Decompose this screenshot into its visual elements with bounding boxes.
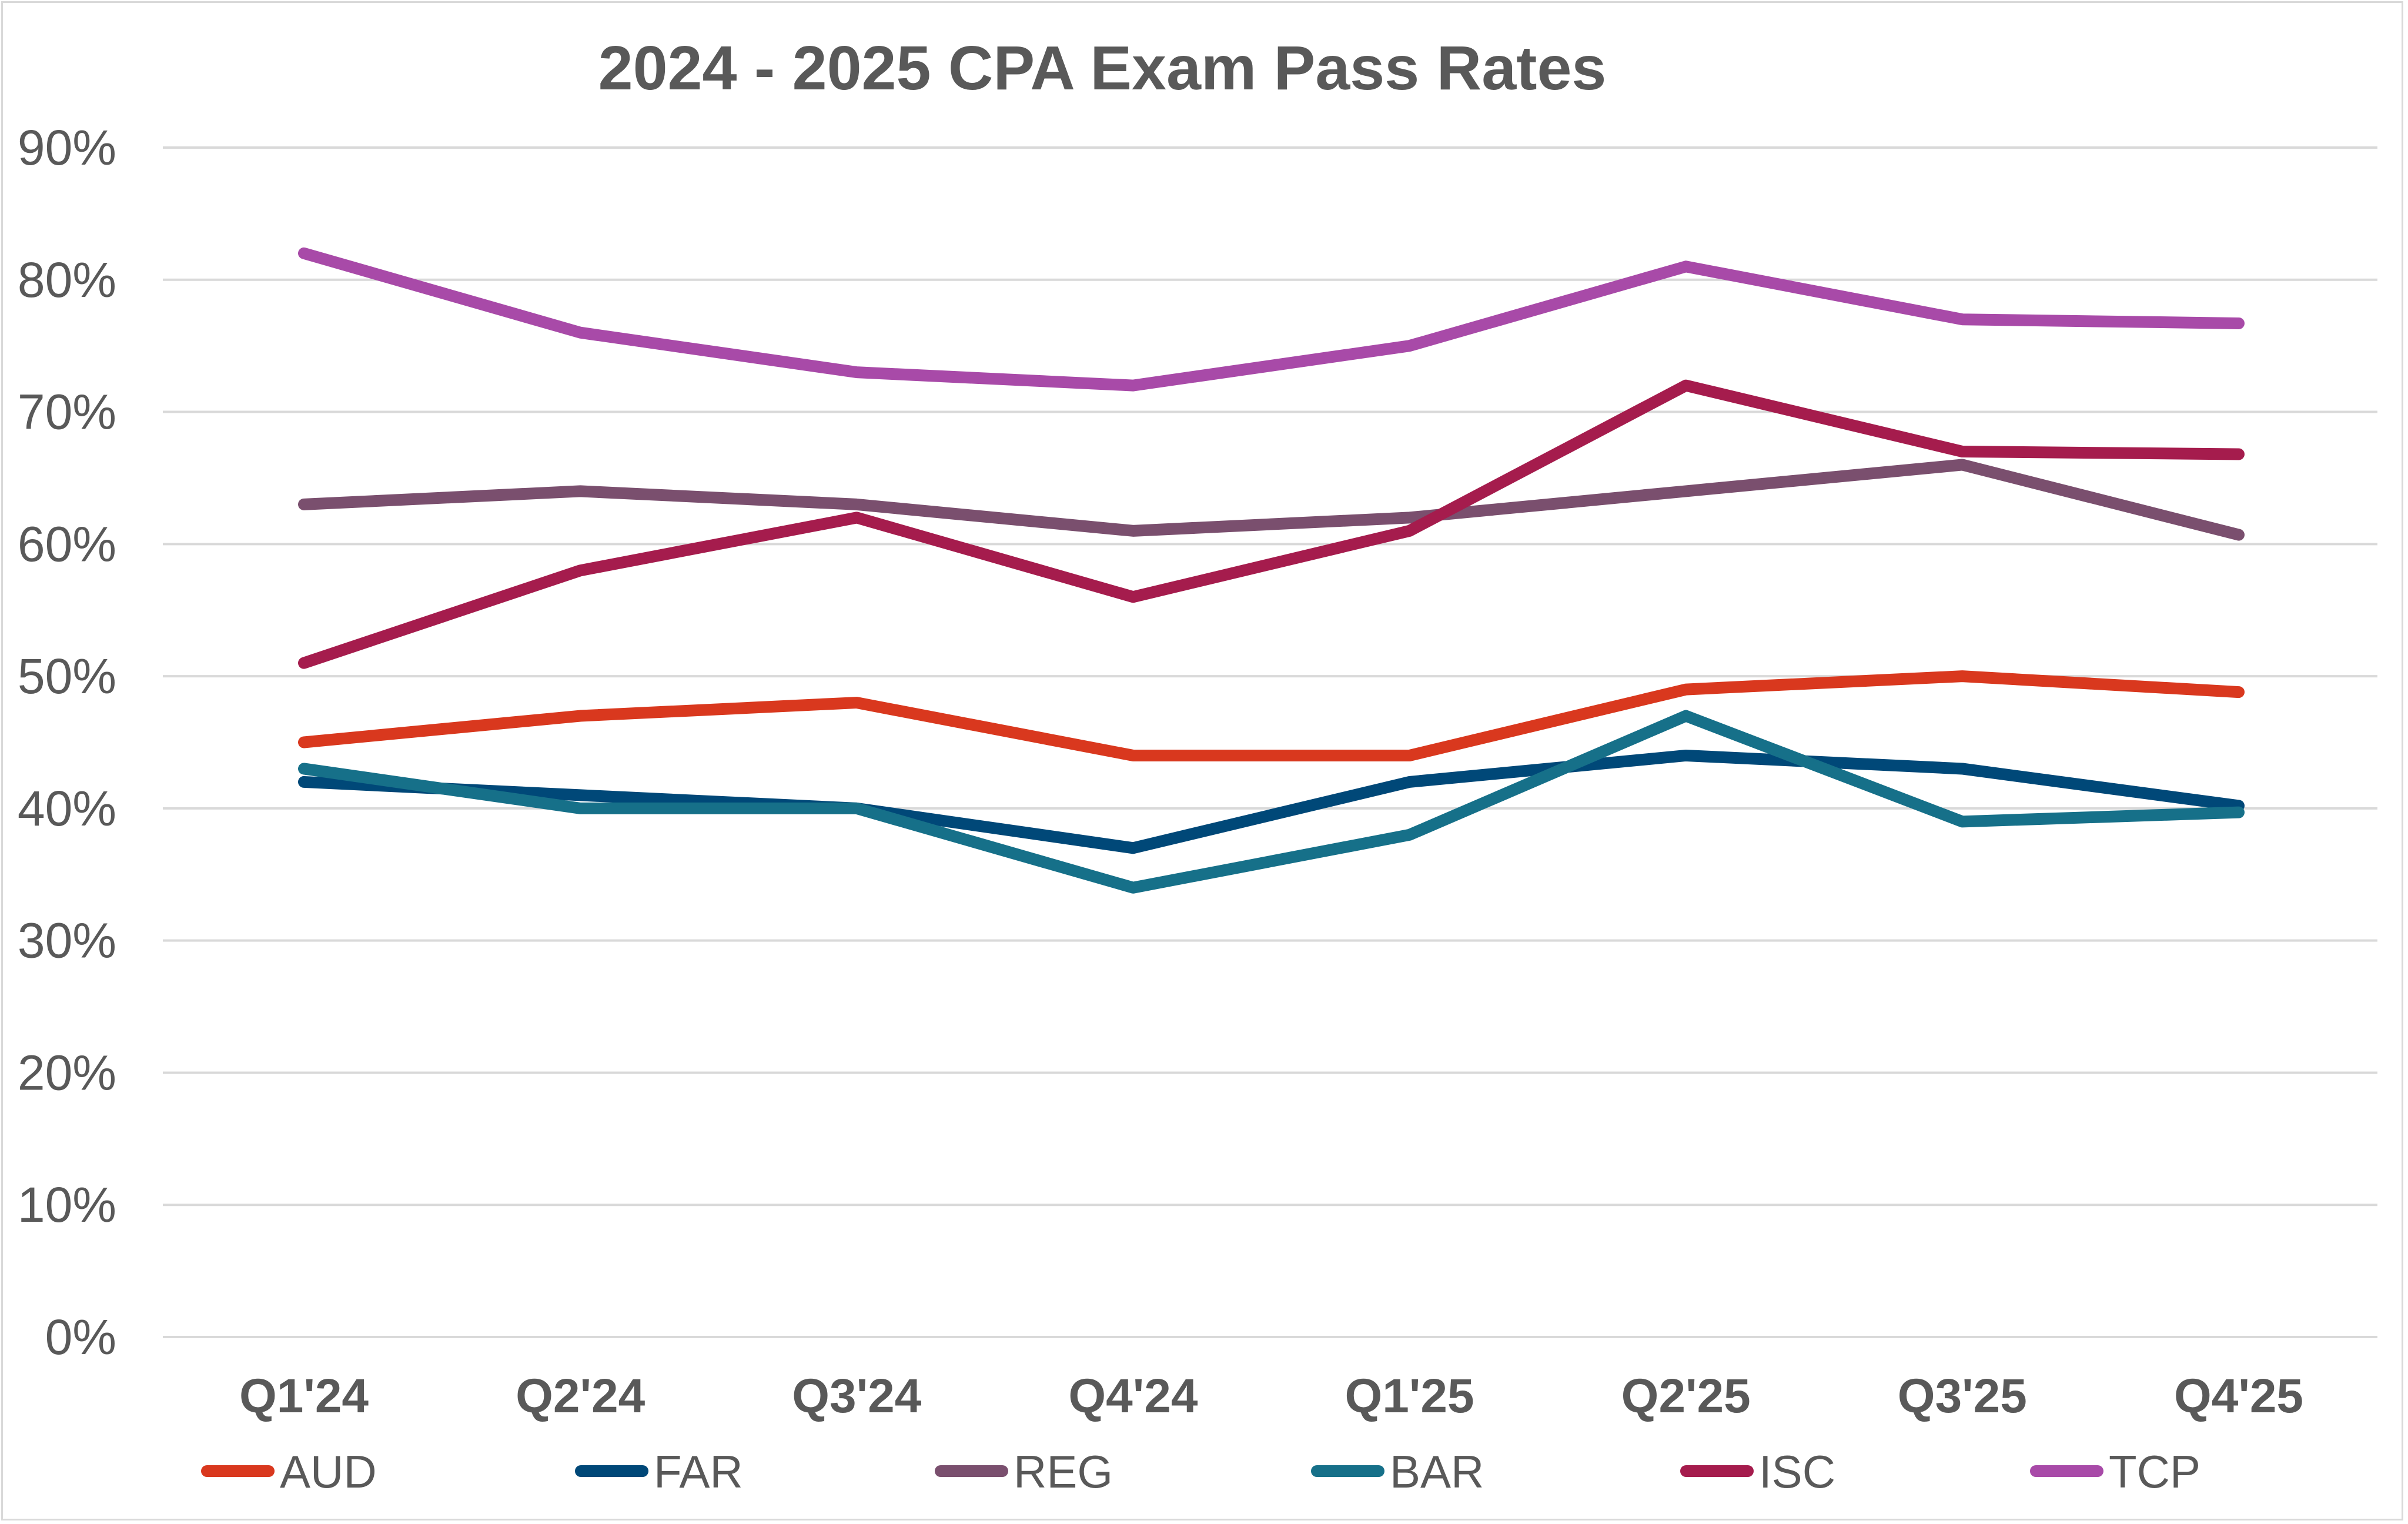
x-axis-ticks: Q1'24 Q2'24 Q3'24 Q4'24 Q1'25 Q2'25 Q3'25 Q4'25: [239, 1369, 2303, 1423]
series-line-reg: [298, 459, 2245, 541]
y-tick-label: 0%: [45, 1309, 116, 1365]
series-line-far: [298, 749, 2245, 854]
legend-label: TCP: [2109, 1446, 2200, 1498]
legend-item-isc: ISC: [1680, 1446, 1835, 1498]
legend-label: FAR: [654, 1446, 743, 1498]
y-tick-label: 30%: [18, 913, 116, 968]
y-tick-label: 20%: [18, 1045, 116, 1100]
legend-item-aud: AUD: [201, 1446, 377, 1498]
series-line-aud: [298, 670, 2245, 761]
series-lines: [298, 247, 2245, 894]
legend-item-bar: BAR: [1311, 1446, 1484, 1498]
legend-label: AUD: [280, 1446, 377, 1498]
y-axis-ticks: 0% 10% 20% 30% 40% 50% 60% 70% 80% 90%: [18, 120, 116, 1365]
x-tick-label: Q3'25: [1898, 1369, 2027, 1423]
chart-title: 2024 - 2025 CPA Exam Pass Rates: [598, 34, 1607, 103]
x-tick-label: Q1'25: [1345, 1369, 1474, 1423]
legend-label: BAR: [1390, 1446, 1484, 1498]
series-line-bar: [298, 710, 2245, 894]
gridlines: [163, 146, 2377, 1338]
y-tick-label: 90%: [18, 120, 116, 175]
x-tick-label: Q2'25: [1621, 1369, 1751, 1423]
y-tick-label: 50%: [18, 649, 116, 704]
legend-label: REG: [1014, 1446, 1113, 1498]
legend-label: ISC: [1759, 1446, 1835, 1498]
y-tick-label: 70%: [18, 385, 116, 440]
x-tick-label: Q3'24: [792, 1369, 921, 1423]
x-tick-label: Q4'24: [1068, 1369, 1198, 1423]
series-line-tcp: [298, 247, 2245, 392]
x-tick-label: Q1'24: [239, 1369, 369, 1423]
series-line-isc: [298, 379, 2245, 669]
y-tick-label: 40%: [18, 781, 116, 836]
y-tick-label: 60%: [18, 516, 116, 572]
x-tick-label: Q4'25: [2174, 1369, 2303, 1423]
y-tick-label: 80%: [18, 252, 116, 308]
x-tick-label: Q2'24: [516, 1369, 645, 1423]
legend-item-far: FAR: [575, 1446, 743, 1498]
y-tick-label: 10%: [18, 1177, 116, 1232]
legend-item-reg: REG: [935, 1446, 1113, 1498]
legend: AUD FAR REG BAR ISC TCP: [201, 1446, 2200, 1498]
legend-item-tcp: TCP: [2030, 1446, 2200, 1498]
